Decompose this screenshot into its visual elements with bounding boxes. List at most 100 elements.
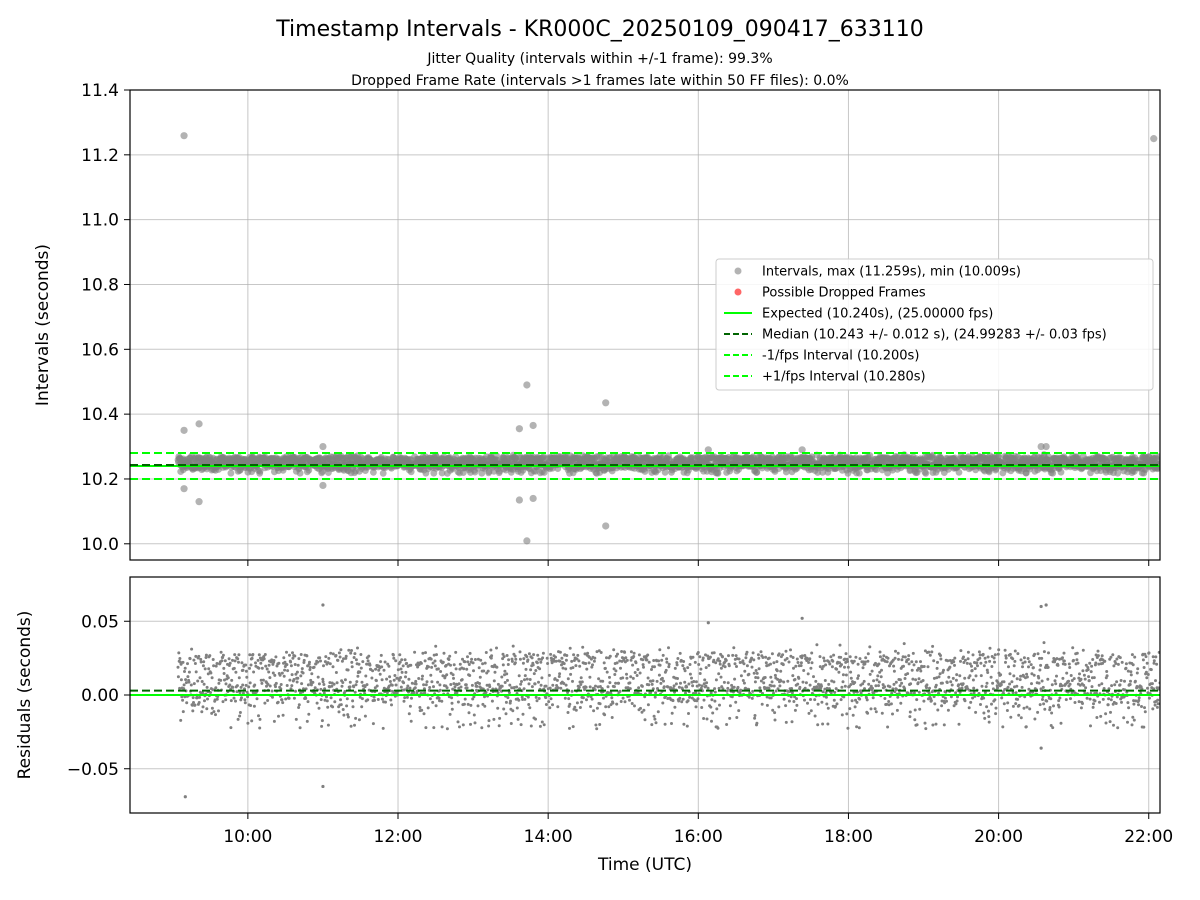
residual-point [694,705,698,709]
residual-point [1017,703,1021,707]
residual-point [268,676,272,680]
residual-point [999,683,1003,687]
residual-point [950,683,954,687]
residual-point [580,700,584,704]
residual-point [862,679,866,683]
residual-point [510,659,514,663]
intervals-data [130,132,1160,545]
residual-point [294,717,298,721]
residual-point [568,702,572,706]
residual-point [319,698,323,702]
residual-point [274,681,278,685]
residual-point [623,650,627,654]
residual-point [247,685,251,689]
residual-point [764,661,768,665]
residual-point [653,665,656,669]
residual-point [606,685,610,689]
residual-point [364,674,368,678]
interval-point [714,469,722,477]
residual-point [849,676,853,680]
residual-point [469,722,472,726]
residual-point [306,700,310,704]
residual-point [179,718,183,722]
residual-point [953,663,956,667]
residual-point [184,678,188,682]
residual-point [190,647,194,651]
residual-point [445,673,449,677]
residual-point [798,685,802,689]
residual-point [679,681,682,685]
residual-point [1041,685,1045,689]
residual-point [466,660,470,664]
residual-point [407,677,411,681]
residual-point [427,665,430,669]
residual-point [786,679,790,683]
residual-point [639,706,642,710]
residual-point [324,655,328,659]
interval-outlier-point [798,446,806,454]
residual-point [515,706,519,710]
residual-point [957,683,961,687]
residual-point [838,661,842,665]
residual-point [696,651,700,654]
residual-point [816,723,820,727]
residual-point [945,681,949,684]
residual-point [632,651,636,655]
residual-point [871,696,875,700]
residual-point [867,682,871,686]
residual-point [498,716,502,720]
residual-point [1027,687,1031,691]
residual-point [343,690,347,693]
residual-point [555,684,559,687]
residual-point [688,663,692,666]
residual-point [830,665,834,669]
residual-point [751,651,755,655]
residual-point [246,721,250,725]
residual-point [320,719,324,723]
residual-point [521,661,525,665]
residual-point [185,701,189,705]
residual-point [566,691,570,694]
residual-point [724,658,728,662]
residual-point [540,720,544,724]
residual-point [349,651,353,655]
residual-point [532,653,536,657]
residual-point [625,658,629,662]
y-tick-label: 10.2 [81,470,119,490]
residual-point [546,662,550,665]
residual-point [345,704,349,708]
residual-point [864,696,868,700]
residual-point [224,682,228,686]
residual-point [625,676,629,680]
residual-point [483,661,487,665]
residual-point [429,657,433,661]
interval-point [1155,453,1160,460]
residual-point [463,660,467,664]
residual-point [791,656,795,659]
residual-point [722,680,726,684]
residual-point [806,672,810,676]
residual-point [753,680,757,684]
residual-point [679,658,683,662]
residual-point [883,697,887,700]
residual-point [273,673,277,677]
residual-point [519,723,523,727]
residual-point [643,695,647,699]
residual-point [187,680,191,684]
residual-point [935,676,939,680]
residual-point [971,678,975,682]
residual-point [241,691,245,695]
residual-point [380,678,384,682]
residual-point [202,660,206,664]
residual-point [855,700,859,704]
residual-point [447,658,451,661]
interval-outlier-point [195,420,203,428]
residual-point [471,661,475,665]
residual-point [1001,725,1005,729]
residual-point [865,698,869,702]
residual-point [625,672,628,676]
residual-point [199,657,203,661]
residual-point [705,681,709,685]
residual-point [500,684,504,688]
residual-point [341,681,345,684]
